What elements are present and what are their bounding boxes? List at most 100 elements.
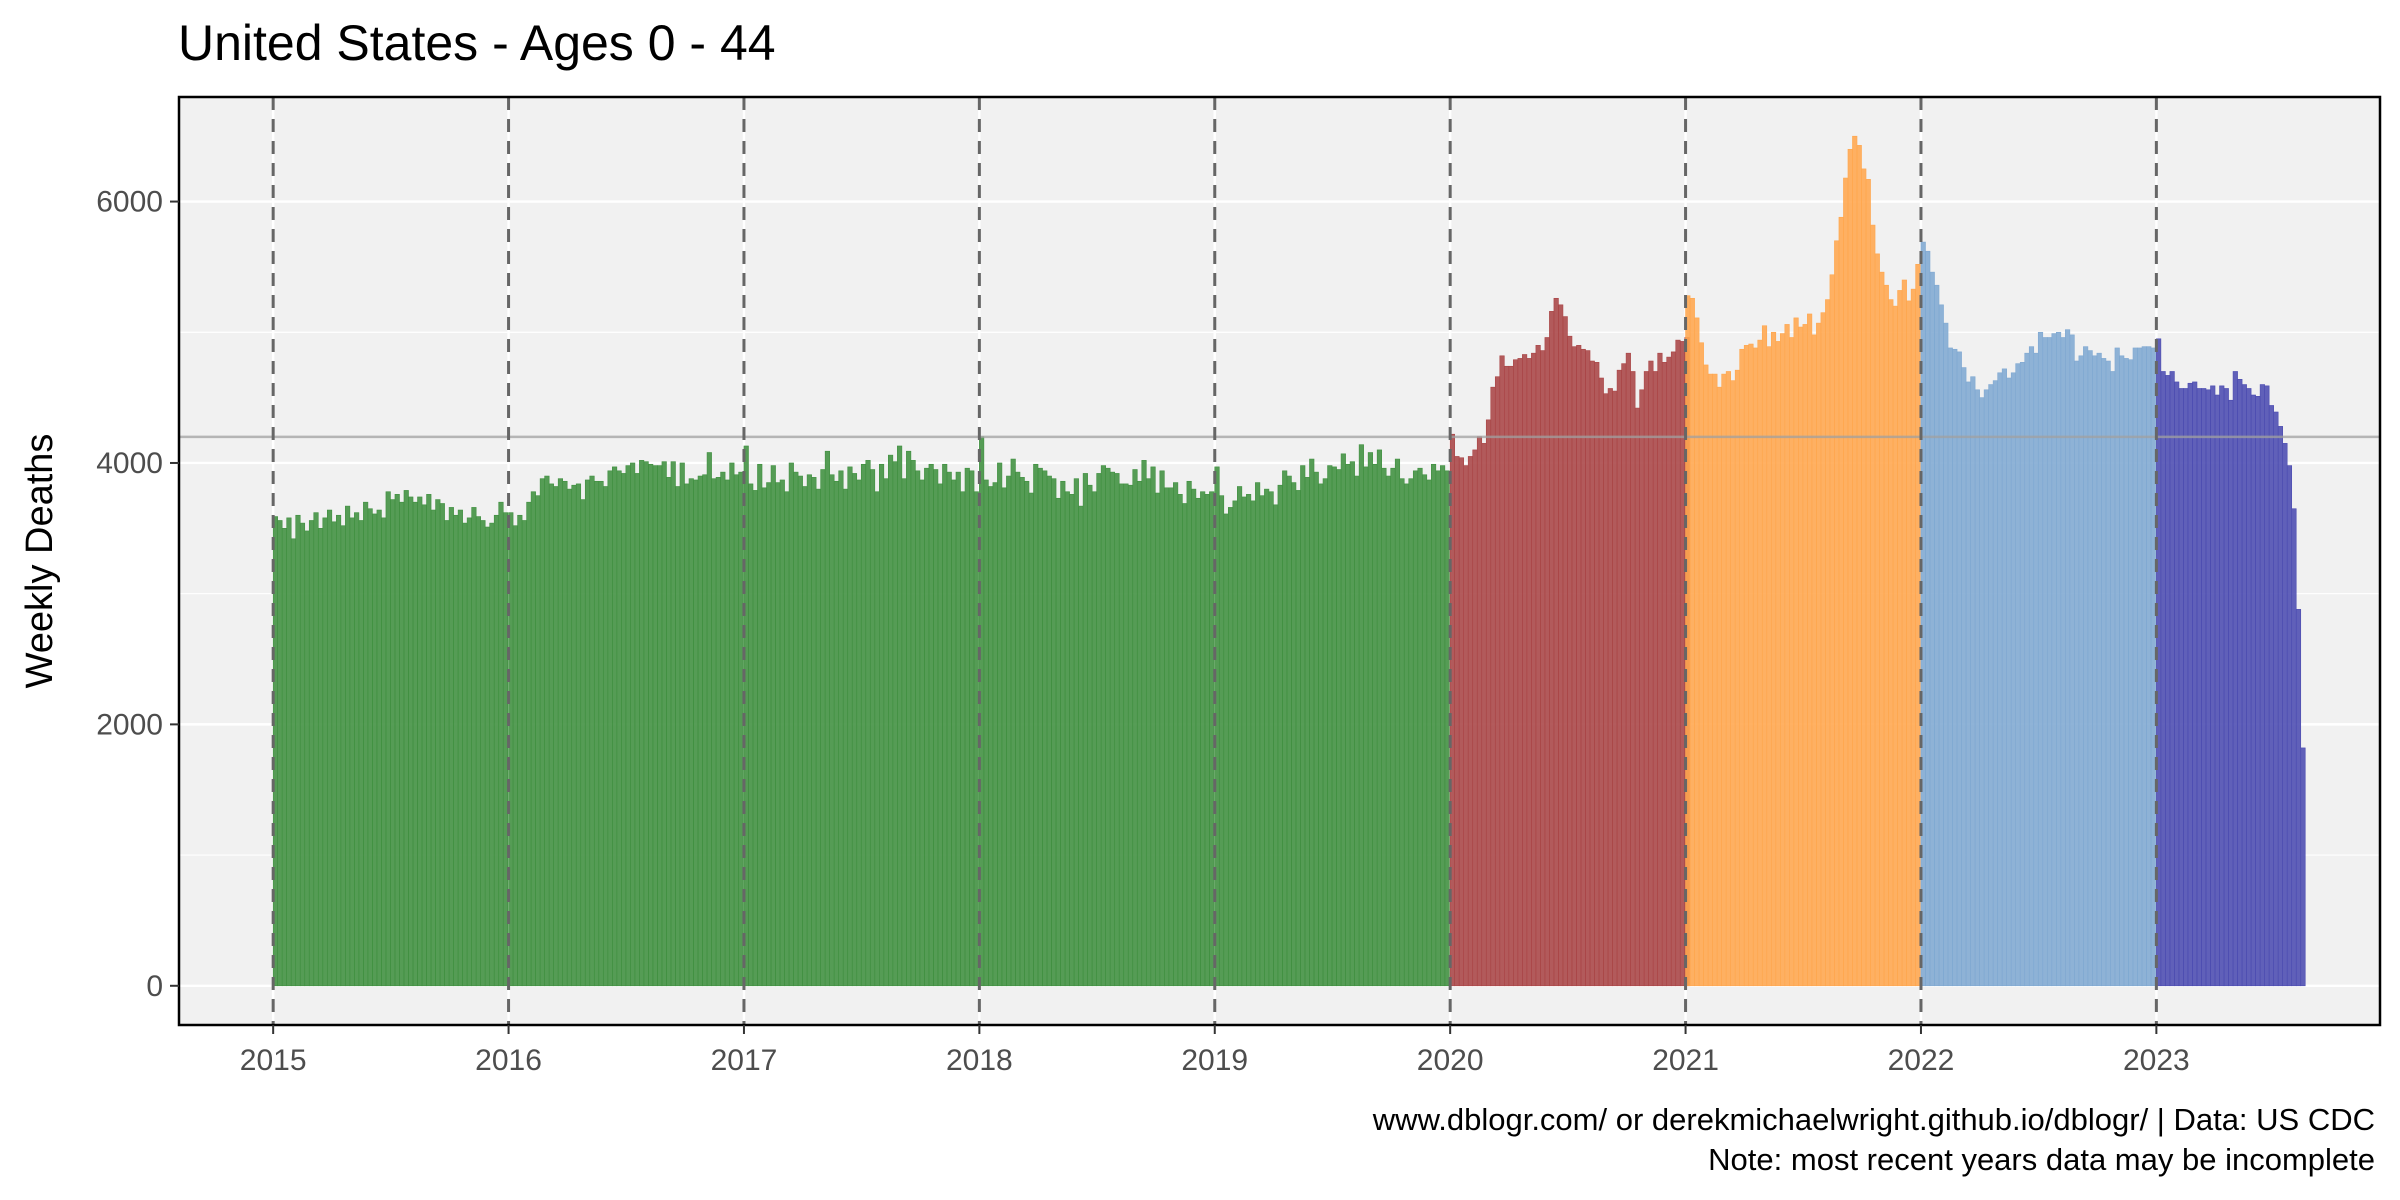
bar-2016-week-46 <box>711 478 717 987</box>
bar-2023-week-8 <box>2187 382 2193 987</box>
bar-2016-week-22 <box>602 486 609 987</box>
bar-2021-week-33 <box>1829 274 1835 987</box>
bar-2022-week-28 <box>2042 337 2048 987</box>
bar-2016-week-28 <box>630 462 636 987</box>
bar-2018-week-29 <box>1105 467 1111 987</box>
bar-2020-week-15 <box>1513 359 1519 987</box>
bar-2017-week-33 <box>888 454 894 987</box>
bar-2021-week-24 <box>1789 337 1795 987</box>
bar-2016-week-35 <box>661 461 667 987</box>
bar-2020-week-8 <box>1481 443 1487 987</box>
bar-2021-week-8 <box>1716 386 1722 987</box>
bar-2020-week-11 <box>1494 376 1501 987</box>
bar-2018-week-50 <box>1200 491 1206 987</box>
x-axis: 2015 2016 2017 2018 2019 2020 2021 2022 2023 <box>240 1025 2190 1077</box>
bar-2017-week-21 <box>833 480 840 987</box>
bar-2019-week-51 <box>1440 465 1446 987</box>
bar-2018-week-12 <box>1028 492 1034 987</box>
bar-2022-week-48 <box>2132 347 2138 987</box>
bar-2015-week-18 <box>349 517 355 987</box>
bar-2019-week-26 <box>1327 465 1333 987</box>
bar-2017-week-10 <box>784 491 790 987</box>
bar-2016-week-19 <box>589 475 595 987</box>
bar-2020-week-30 <box>1580 348 1586 987</box>
bar-2019-week-20 <box>1300 465 1306 987</box>
bar-2020-week-6 <box>1472 449 1478 987</box>
bar-2022-week-19 <box>2001 368 2007 987</box>
bar-2020-week-20 <box>1535 345 1541 987</box>
bar-2018-week-2 <box>983 479 989 987</box>
bar-2017-week-19 <box>824 450 830 987</box>
bar-2021-week-18 <box>1761 325 1768 987</box>
bar-2015-week-50 <box>493 514 500 987</box>
bar-2016-week-10 <box>548 483 554 987</box>
bar-2016-week-21 <box>598 480 604 987</box>
bar-2019-week-47 <box>1421 474 1428 987</box>
bar-2018-week-26 <box>1091 491 1097 987</box>
bar-2015-week-24 <box>376 509 382 987</box>
bar-2021-week-4 <box>1698 342 1704 987</box>
bar-2016-week-52 <box>738 471 744 987</box>
bar-2022-week-4 <box>1934 284 1940 987</box>
bar-2022-week-26 <box>2033 352 2039 987</box>
bar-2019-week-5 <box>1232 500 1238 987</box>
bar-2019-week-50 <box>1435 470 1441 987</box>
bar-2021-week-30 <box>1816 322 1822 987</box>
bar-2020-week-7 <box>1476 436 1483 987</box>
bar-2021-week-39 <box>1856 145 1862 987</box>
bar-2022-week-43 <box>2110 371 2116 987</box>
bar-2022-week-25 <box>2028 346 2035 987</box>
bar-2017-week-7 <box>770 465 776 987</box>
bar-2021-week-16 <box>1752 347 1759 987</box>
chart-title: United States - Ages 0 - 44 <box>178 15 776 71</box>
bar-2018-week-27 <box>1096 473 1102 987</box>
bar-2021-week-32 <box>1825 299 1831 987</box>
bar-2020-week-49 <box>1666 356 1672 987</box>
bar-2019-week-14 <box>1273 504 1279 987</box>
bar-2015-week-43 <box>462 522 468 987</box>
bar-2018-week-13 <box>1033 463 1039 987</box>
bar-2015-week-35 <box>426 494 432 987</box>
bar-2020-week-35 <box>1603 393 1609 987</box>
bar-2020-week-21 <box>1540 350 1546 987</box>
bar-2022-week-15 <box>1983 389 1989 987</box>
bar-2019-week-43 <box>1403 483 1410 987</box>
bar-2020-week-40 <box>1625 352 1631 987</box>
bar-2021-week-44 <box>1879 271 1885 987</box>
bar-2017-week-38 <box>910 460 916 987</box>
bar-2019-week-36 <box>1372 463 1378 987</box>
bar-2015-week-52 <box>502 512 509 987</box>
bar-2020-week-28 <box>1571 346 1577 987</box>
bar-2019-week-52 <box>1444 470 1450 987</box>
bar-2022-week-39 <box>2092 355 2098 987</box>
bar-2018-week-18 <box>1055 497 1061 987</box>
bar-2023-week-7 <box>2183 388 2189 987</box>
bar-2020-week-27 <box>1567 335 1573 987</box>
bar-2016-week-50 <box>729 462 735 987</box>
x-tick-label: 2017 <box>711 1044 778 1077</box>
bar-2019-week-30 <box>1345 463 1351 987</box>
bar-2022-week-34 <box>2069 334 2075 987</box>
bar-2021-week-23 <box>1784 324 1790 987</box>
bar-2016-week-8 <box>539 478 545 987</box>
bar-2019-week-40 <box>1390 467 1396 987</box>
bar-2015-week-34 <box>421 504 427 987</box>
bar-2023-week-13 <box>2210 385 2216 987</box>
bar-2022-week-29 <box>2046 337 2053 987</box>
bar-2016-week-26 <box>621 473 627 987</box>
bar-2018-week-45 <box>1177 494 1183 987</box>
bar-2021-week-25 <box>1793 317 1799 987</box>
bar-2019-week-19 <box>1295 490 1301 987</box>
bar-2021-week-7 <box>1712 373 1718 987</box>
plot-border <box>177 95 2382 1027</box>
bar-2023-week-32 <box>2295 609 2302 987</box>
bar-2015-week-21 <box>363 501 369 987</box>
bar-2022-week-21 <box>2010 372 2017 987</box>
bar-2018-week-23 <box>1078 505 1084 987</box>
bar-2015-week-7 <box>299 522 306 987</box>
bar-2022-week-22 <box>2015 363 2021 987</box>
bar-2015-week-8 <box>304 530 310 987</box>
bar-2018-week-15 <box>1042 470 1048 987</box>
bar-2016-week-12 <box>557 478 563 987</box>
